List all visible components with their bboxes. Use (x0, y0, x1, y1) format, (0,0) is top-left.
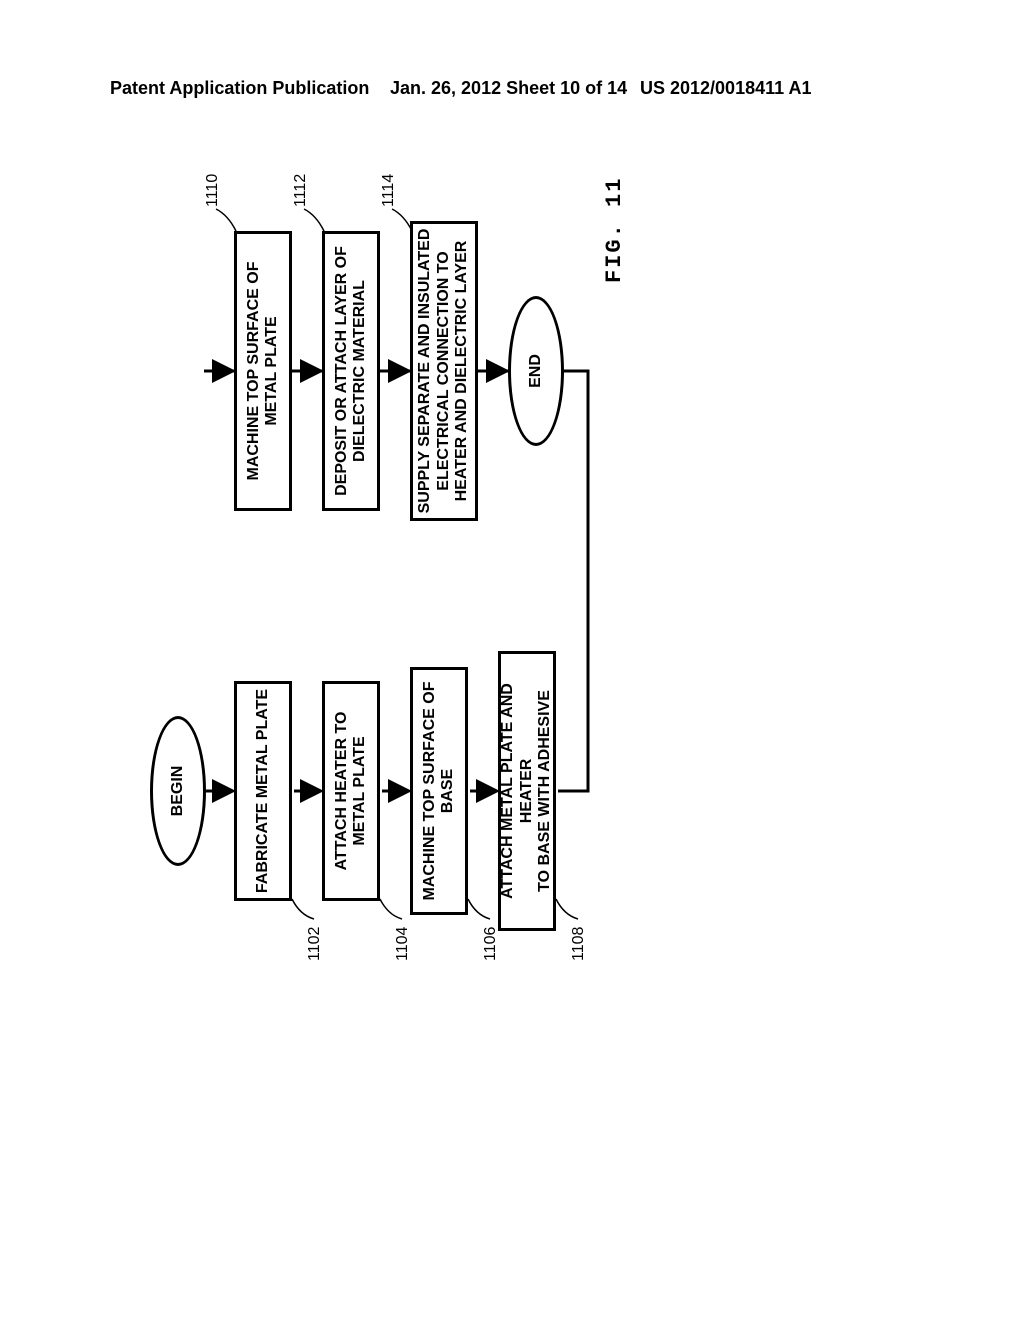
process-1110: MACHINE TOP SURFACE OFMETAL PLATE (234, 231, 292, 511)
process-1114: SUPPLY SEPARATE AND INSULATEDELECTRICAL … (410, 221, 478, 521)
terminator-end-label: END (527, 354, 545, 388)
terminator-begin: BEGIN (150, 716, 206, 866)
process-1104: ATTACH HEATER TOMETAL PLATE (322, 681, 380, 901)
ref-1108: 1108 (570, 927, 588, 961)
flowchart-stage: BEGIN FABRICATE METAL PLATE 1102 ATTACH … (142, 173, 856, 931)
ref-1112: 1112 (292, 174, 310, 207)
ref-1104: 1104 (394, 927, 412, 961)
header-left: Patent Application Publication (110, 78, 369, 99)
ref-1114: 1114 (380, 174, 398, 207)
process-1110-label: MACHINE TOP SURFACE OFMETAL PLATE (245, 262, 282, 481)
process-1102-label: FABRICATE METAL PLATE (254, 689, 272, 893)
process-1112: DEPOSIT OR ATTACH LAYER OFDIELECTRIC MAT… (322, 231, 380, 511)
process-1112-label: DEPOSIT OR ATTACH LAYER OFDIELECTRIC MAT… (333, 246, 370, 496)
process-1108-label: ATTACH METAL PLATE AND HEATERTO BASE WIT… (499, 658, 554, 924)
flowchart: BEGIN FABRICATE METAL PLATE 1102 ATTACH … (142, 173, 856, 931)
header-right: US 2012/0018411 A1 (640, 78, 811, 99)
process-1108: ATTACH METAL PLATE AND HEATERTO BASE WIT… (498, 651, 556, 931)
process-1106-label: MACHINE TOP SURFACE OF BASE (421, 674, 458, 908)
process-1102: FABRICATE METAL PLATE (234, 681, 292, 901)
header-center: Jan. 26, 2012 Sheet 10 of 14 (390, 78, 627, 99)
terminator-begin-label: BEGIN (169, 766, 187, 817)
process-1106: MACHINE TOP SURFACE OF BASE (410, 667, 468, 915)
ref-1106: 1106 (482, 927, 500, 961)
terminator-end: END (508, 296, 564, 446)
ref-1110: 1110 (204, 174, 222, 207)
figure-label: FIG. 11 (602, 177, 627, 283)
process-1104-label: ATTACH HEATER TOMETAL PLATE (333, 712, 370, 871)
ref-1102: 1102 (306, 927, 324, 961)
process-1114-label: SUPPLY SEPARATE AND INSULATEDELECTRICAL … (416, 229, 471, 514)
